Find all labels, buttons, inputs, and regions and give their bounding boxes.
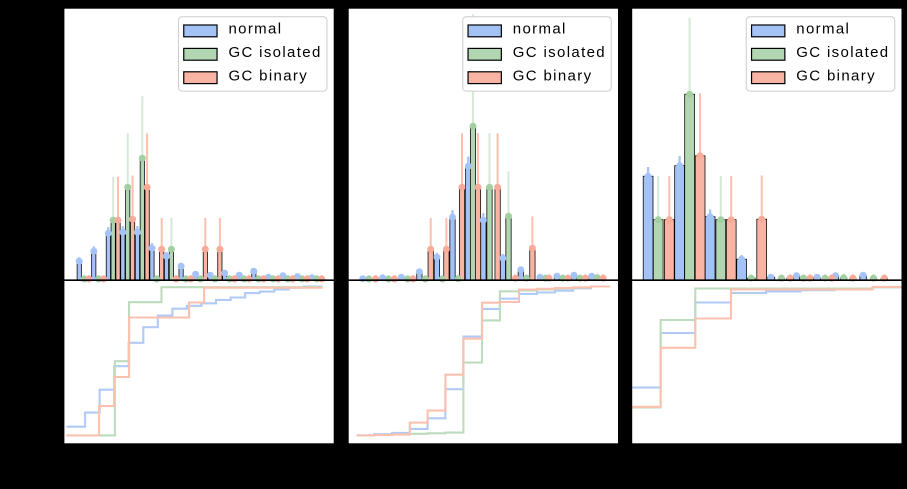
svg-text:GC isolated: GC isolated [228,44,321,61]
svg-text:GC isolated: GC isolated [513,44,606,61]
svg-text:normal: normal [513,21,567,38]
svg-text:normal: normal [228,21,282,38]
svg-text:GC binary: GC binary [513,68,593,85]
svg-text:normal: normal [796,21,850,38]
svg-text:GC isolated: GC isolated [796,44,889,61]
svg-text:GC binary: GC binary [796,68,876,85]
svg-text:GC binary: GC binary [228,68,308,85]
